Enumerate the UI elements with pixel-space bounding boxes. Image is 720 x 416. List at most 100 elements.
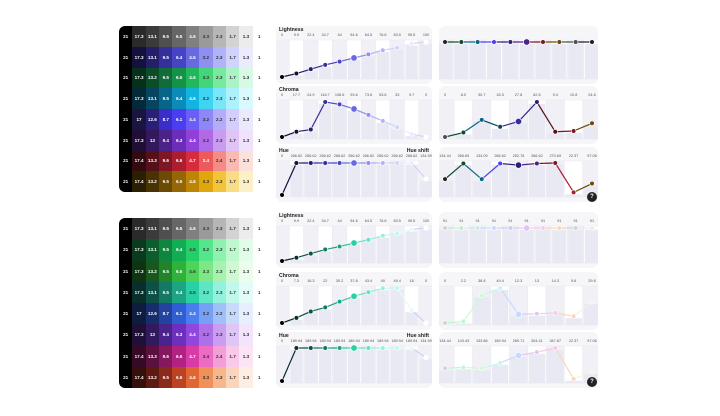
data-point[interactable] bbox=[394, 160, 400, 166]
swatch-cell[interactable]: 1.7 bbox=[225, 260, 240, 282]
data-point[interactable] bbox=[491, 225, 497, 231]
data-point[interactable] bbox=[322, 99, 328, 105]
swatch-cell[interactable]: 21 bbox=[119, 239, 133, 261]
swatch-cell[interactable]: 2.3 bbox=[212, 366, 226, 388]
swatch-cell[interactable]: 6.5 bbox=[172, 67, 186, 89]
swatch-cell[interactable]: 1 bbox=[252, 171, 266, 192]
swatch-cell[interactable]: 4.5 bbox=[185, 239, 200, 261]
data-point[interactable] bbox=[308, 345, 314, 351]
data-point[interactable] bbox=[336, 58, 343, 65]
swatch-cell[interactable]: 6.1 bbox=[172, 303, 186, 325]
swatch-cell[interactable]: 6.1 bbox=[172, 109, 186, 130]
swatch-cell[interactable]: 2.4 bbox=[212, 150, 226, 172]
data-point[interactable] bbox=[589, 120, 595, 126]
swatch-cell[interactable]: 17.3 bbox=[132, 129, 146, 151]
swatch-cell[interactable]: 21 bbox=[119, 324, 133, 346]
data-point[interactable] bbox=[479, 365, 485, 371]
swatch-cell[interactable]: 1.7 bbox=[225, 26, 240, 47]
data-point[interactable] bbox=[409, 160, 415, 166]
swatch-cell[interactable]: 4.4 bbox=[185, 303, 200, 325]
data-point[interactable] bbox=[365, 51, 371, 58]
data-point[interactable] bbox=[534, 99, 540, 105]
swatch-cell[interactable]: 21 bbox=[119, 345, 133, 367]
data-point[interactable] bbox=[279, 192, 285, 198]
data-point[interactable] bbox=[442, 365, 448, 371]
swatch-cell[interactable]: 17.4 bbox=[132, 345, 146, 367]
swatch-cell[interactable]: 3.2 bbox=[199, 109, 213, 130]
swatch-cell[interactable]: 13.2 bbox=[145, 260, 160, 282]
data-point[interactable] bbox=[589, 180, 595, 187]
swatch-cell[interactable]: 9.5 bbox=[159, 281, 173, 303]
data-point[interactable] bbox=[589, 225, 595, 231]
swatch-cell[interactable]: 3.3 bbox=[199, 67, 213, 89]
swatch-cell[interactable]: 21 bbox=[119, 303, 133, 325]
data-point[interactable] bbox=[497, 360, 503, 366]
data-point[interactable] bbox=[365, 112, 371, 118]
data-point[interactable] bbox=[571, 128, 577, 134]
data-point[interactable] bbox=[293, 255, 300, 261]
swatch-cell[interactable]: 1.3 bbox=[239, 109, 253, 130]
swatch-cell[interactable]: 9.5 bbox=[159, 239, 173, 261]
swatch-cell[interactable]: 6.6 bbox=[172, 345, 186, 367]
data-point[interactable] bbox=[350, 239, 358, 247]
swatch-cell[interactable]: 1 bbox=[252, 88, 266, 109]
swatch-cell[interactable]: 1 bbox=[252, 281, 266, 303]
data-point[interactable] bbox=[350, 159, 358, 167]
data-point[interactable] bbox=[394, 285, 400, 291]
data-point[interactable] bbox=[350, 292, 358, 300]
swatch-cell[interactable]: 3.4 bbox=[199, 345, 213, 367]
swatch-cell[interactable]: 1 bbox=[252, 150, 266, 172]
swatch-cell[interactable]: 1.7 bbox=[225, 366, 240, 388]
data-point[interactable] bbox=[409, 345, 415, 351]
data-point[interactable] bbox=[322, 304, 328, 311]
data-point[interactable] bbox=[507, 225, 513, 231]
data-point[interactable] bbox=[458, 39, 464, 45]
swatch-cell[interactable]: 6.3 bbox=[172, 129, 186, 151]
swatch-cell[interactable]: 4.6 bbox=[185, 67, 200, 89]
swatch-cell[interactable]: 9.5 bbox=[159, 67, 173, 89]
swatch-cell[interactable]: 2.3 bbox=[212, 281, 226, 303]
swatch-cell[interactable]: 3.2 bbox=[199, 129, 213, 151]
swatch-cell[interactable]: 9.5 bbox=[159, 171, 173, 192]
swatch-cell[interactable]: 1.7 bbox=[225, 109, 240, 130]
data-point[interactable] bbox=[394, 345, 400, 351]
data-point[interactable] bbox=[475, 39, 481, 45]
swatch-cell[interactable]: 12.6 bbox=[145, 303, 160, 325]
data-point[interactable] bbox=[380, 233, 386, 239]
swatch-cell[interactable]: 17.3 bbox=[132, 218, 146, 240]
swatch-cell[interactable]: 8.7 bbox=[159, 109, 173, 130]
swatch-cell[interactable]: 1.3 bbox=[239, 171, 253, 192]
swatch-cell[interactable]: 17.3 bbox=[132, 281, 146, 303]
swatch-cell[interactable]: 21 bbox=[119, 46, 133, 68]
data-point[interactable] bbox=[394, 124, 400, 130]
swatch-cell[interactable]: 4.5 bbox=[185, 281, 200, 303]
swatch-cell[interactable]: 4.6 bbox=[185, 218, 200, 240]
data-point[interactable] bbox=[423, 225, 429, 231]
swatch-cell[interactable]: 3.2 bbox=[199, 303, 213, 325]
data-point[interactable] bbox=[479, 292, 485, 299]
swatch-cell[interactable]: 1.7 bbox=[225, 171, 240, 192]
data-point[interactable] bbox=[350, 344, 358, 352]
swatch-cell[interactable]: 1.3 bbox=[239, 88, 253, 109]
swatch-cell[interactable]: 4.7 bbox=[185, 345, 200, 367]
data-point[interactable] bbox=[409, 307, 415, 313]
data-point[interactable] bbox=[423, 176, 429, 182]
data-point[interactable] bbox=[540, 225, 546, 231]
swatch-cell[interactable]: 1 bbox=[252, 345, 266, 367]
swatch-cell[interactable]: 13 bbox=[145, 129, 160, 151]
data-point[interactable] bbox=[350, 54, 358, 62]
data-point[interactable] bbox=[336, 101, 343, 108]
data-point[interactable] bbox=[293, 70, 300, 77]
swatch-cell[interactable]: 1.3 bbox=[239, 281, 253, 303]
swatch-cell[interactable]: 3.3 bbox=[199, 218, 213, 240]
swatch-cell[interactable]: 6.5 bbox=[172, 171, 186, 192]
swatch-cell[interactable]: 21 bbox=[119, 88, 133, 109]
swatch-cell[interactable]: 2.3 bbox=[212, 88, 226, 109]
data-point[interactable] bbox=[573, 225, 579, 231]
swatch-cell[interactable]: 1 bbox=[252, 129, 266, 151]
data-point[interactable] bbox=[423, 355, 429, 361]
swatch-cell[interactable]: 17 bbox=[132, 303, 146, 325]
swatch-cell[interactable]: 3.2 bbox=[199, 46, 213, 68]
swatch-cell[interactable]: 9.4 bbox=[159, 129, 173, 151]
data-point[interactable] bbox=[573, 39, 579, 45]
